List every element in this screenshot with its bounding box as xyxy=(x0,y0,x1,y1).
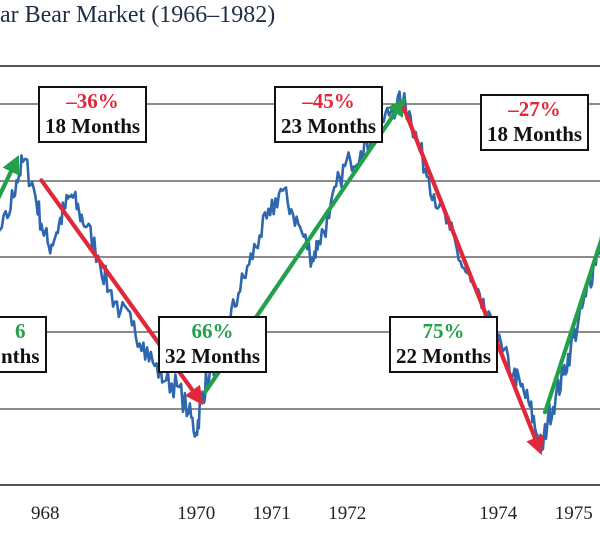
x-tick-label-6: 1975 xyxy=(555,503,593,524)
x-tick-label-2: 1970 xyxy=(177,503,215,524)
x-tick-label-3: 1971 xyxy=(253,503,291,524)
decline-callout-1: –36% 18 Months xyxy=(38,86,148,143)
advance-callout-3: 75% 22 Months xyxy=(389,316,499,373)
decline-percent-2: –45% xyxy=(302,89,355,113)
x-tick-label-1: 968 xyxy=(31,503,60,524)
advance-duration-3: 22 Months xyxy=(396,344,492,368)
advance-callout-2: 66% 32 Months xyxy=(158,316,268,373)
advance-duration-1: nths xyxy=(1,344,40,368)
decline-percent-1: –36% xyxy=(66,89,119,113)
advance-percent-1: 6 xyxy=(15,319,26,343)
trend-arrows xyxy=(0,97,600,456)
advance-callout-1: 6 nths xyxy=(0,316,47,373)
decline-callout-3: –27% 18 Months xyxy=(480,94,590,151)
advance-percent-2: 66% xyxy=(191,319,234,343)
advance-percent-3: 75% xyxy=(422,319,465,343)
decline-duration-3: 18 Months xyxy=(487,122,583,146)
x-axis-tick-labels: 96819701971197219741975197719781 xyxy=(31,503,593,524)
advance-arrow-1 xyxy=(0,155,20,200)
decline-percent-3: –27% xyxy=(508,97,561,121)
decline-duration-1: 18 Months xyxy=(45,114,141,138)
advance-arrow-3 xyxy=(542,237,600,415)
advance-duration-2: 32 Months xyxy=(165,344,261,368)
chart-title: ar Bear Market (1966–1982) xyxy=(0,2,276,28)
x-tick-label-5: 1974 xyxy=(479,503,518,524)
x-tick-label-4: 1972 xyxy=(328,503,366,524)
decline-arrow-2 xyxy=(401,105,544,456)
decline-callout-2: –45% 23 Months xyxy=(274,86,384,143)
decline-duration-2: 23 Months xyxy=(281,114,377,138)
